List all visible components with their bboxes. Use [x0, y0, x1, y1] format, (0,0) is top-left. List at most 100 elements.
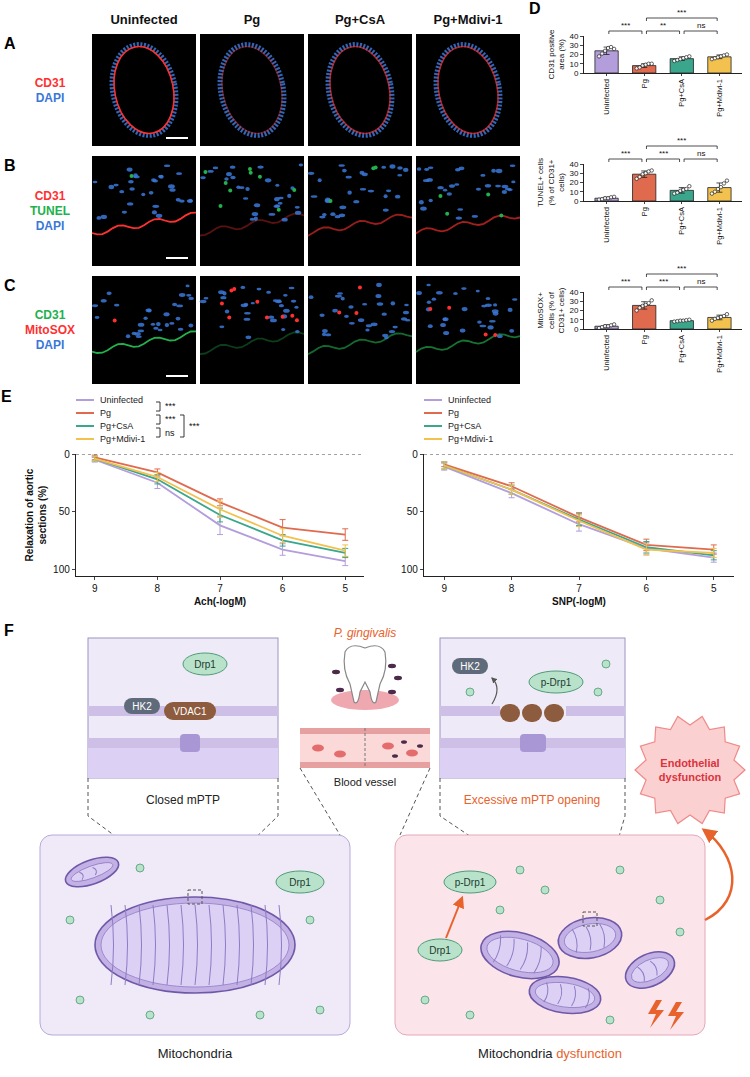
svg-text:8: 8 [509, 583, 515, 594]
svg-text:Mitochondria: Mitochondria [158, 1046, 233, 1061]
svg-text:CD31: CD31 [35, 76, 66, 90]
svg-text:6: 6 [280, 583, 286, 594]
svg-text:Pg+CsA: Pg+CsA [448, 421, 481, 431]
svg-text:9: 9 [441, 583, 447, 594]
svg-text:Closed mPTP: Closed mPTP [146, 793, 220, 807]
svg-text:DAPI: DAPI [36, 91, 65, 105]
svg-text:30: 30 [569, 169, 578, 178]
svg-text:MitoSOX: MitoSOX [25, 323, 75, 337]
svg-text:Pg+CsA: Pg+CsA [677, 207, 686, 235]
svg-text:**: ** [660, 21, 666, 30]
svg-text:Pg+CsA: Pg+CsA [677, 79, 686, 107]
svg-text:Drp1: Drp1 [194, 659, 216, 670]
svg-text:***: *** [677, 136, 686, 145]
svg-text:0: 0 [412, 449, 418, 460]
svg-text:A: A [4, 35, 16, 52]
svg-text:***: *** [677, 264, 686, 273]
svg-text:MitoSOX+cells (% ofCD31+ cells: MitoSOX+cells (% ofCD31+ cells) [536, 287, 566, 333]
svg-text:DAPI: DAPI [36, 338, 65, 352]
svg-text:CD31: CD31 [35, 308, 66, 322]
svg-text:10: 10 [569, 188, 578, 197]
svg-text:Relaxation of aorticsections (: Relaxation of aorticsections (%) [24, 468, 48, 561]
svg-text:9: 9 [92, 583, 98, 594]
svg-text:Uninfected: Uninfected [602, 335, 611, 371]
svg-text:5: 5 [342, 583, 348, 594]
svg-text:Uninfected: Uninfected [110, 12, 177, 27]
svg-text:Pg+Mdivi-1: Pg+Mdivi-1 [715, 335, 724, 373]
svg-text:***: *** [165, 414, 176, 424]
svg-text:40: 40 [569, 32, 578, 41]
svg-text:Pg: Pg [100, 408, 111, 418]
svg-text:Pg+CsA: Pg+CsA [335, 12, 386, 27]
svg-text:***: *** [165, 401, 176, 411]
svg-text:0: 0 [64, 449, 70, 460]
svg-text:D: D [529, 0, 541, 17]
svg-text:Pg: Pg [640, 335, 649, 344]
svg-text:100: 100 [53, 564, 70, 575]
svg-text:***: *** [621, 149, 630, 158]
svg-text:P. gingivalis: P. gingivalis [334, 626, 396, 640]
svg-text:20: 20 [569, 178, 578, 187]
svg-text:6: 6 [644, 583, 650, 594]
svg-text:Blood vessel: Blood vessel [334, 776, 396, 788]
svg-text:Mitochondria dysfunction: Mitochondria dysfunction [478, 1046, 622, 1061]
svg-text:Pg: Pg [448, 408, 459, 418]
svg-text:***: *** [621, 277, 630, 286]
svg-text:20: 20 [569, 50, 578, 59]
svg-text:100: 100 [401, 564, 418, 575]
svg-text:TUNEL+ cells(% of CD31+cells): TUNEL+ cells(% of CD31+cells) [536, 158, 566, 207]
svg-text:Pg+CsA: Pg+CsA [100, 421, 133, 431]
svg-text:Pg: Pg [244, 12, 261, 27]
svg-text:HK2: HK2 [460, 661, 480, 672]
svg-text:***: *** [677, 8, 686, 17]
svg-text:***: *** [621, 21, 630, 30]
svg-text:Ach(-logM): Ach(-logM) [194, 596, 246, 607]
svg-text:8: 8 [155, 583, 161, 594]
svg-text:CD31: CD31 [35, 189, 66, 203]
svg-text:Pg+Mdivi-1: Pg+Mdivi-1 [100, 434, 145, 444]
svg-text:ns: ns [697, 277, 705, 286]
svg-text:ns: ns [165, 428, 175, 438]
svg-text:p-Drp1: p-Drp1 [541, 677, 572, 688]
svg-text:C: C [4, 277, 16, 294]
svg-text:30: 30 [569, 297, 578, 306]
svg-text:CD31 positivearea (%): CD31 positivearea (%) [547, 29, 566, 79]
svg-text:0: 0 [574, 197, 579, 206]
svg-text:Pg: Pg [640, 79, 649, 88]
svg-text:0: 0 [574, 69, 579, 78]
svg-text:Uninfected: Uninfected [602, 207, 611, 243]
svg-text:Uninfected: Uninfected [448, 395, 491, 405]
svg-text:Drp1: Drp1 [289, 877, 311, 888]
svg-text:10: 10 [569, 60, 578, 69]
svg-text:TUNEL: TUNEL [30, 204, 70, 218]
svg-text:DAPI: DAPI [36, 219, 65, 233]
svg-text:ns: ns [697, 21, 705, 30]
svg-text:Endothelial: Endothelial [660, 757, 719, 769]
svg-text:Pg+Mdivi-1: Pg+Mdivi-1 [448, 434, 493, 444]
svg-text:Uninfected: Uninfected [602, 79, 611, 115]
svg-text:E: E [1, 388, 12, 405]
svg-text:p-Drp1: p-Drp1 [455, 877, 486, 888]
svg-text:30: 30 [569, 41, 578, 50]
svg-text:Pg+Mdivi-1: Pg+Mdivi-1 [434, 12, 503, 27]
svg-text:Drp1: Drp1 [429, 945, 451, 956]
svg-text:20: 20 [569, 306, 578, 315]
svg-text:40: 40 [569, 160, 578, 169]
svg-text:***: *** [659, 277, 668, 286]
svg-text:5: 5 [711, 583, 717, 594]
svg-text:Pg+CsA: Pg+CsA [677, 335, 686, 363]
svg-text:Pg+Mdivi-1: Pg+Mdivi-1 [715, 207, 724, 245]
svg-text:ns: ns [697, 149, 705, 158]
svg-text:Pg: Pg [640, 207, 649, 216]
svg-text:50: 50 [407, 506, 419, 517]
svg-text:***: *** [189, 421, 200, 431]
svg-text:40: 40 [569, 288, 578, 297]
svg-text:Uninfected: Uninfected [100, 395, 143, 405]
svg-text:7: 7 [217, 583, 223, 594]
svg-text:B: B [4, 157, 16, 174]
svg-text:0: 0 [574, 325, 579, 334]
svg-text:SNP(-logM): SNP(-logM) [552, 596, 606, 607]
svg-text:VDAC1: VDAC1 [173, 706, 207, 717]
svg-text:7: 7 [576, 583, 582, 594]
svg-text:HK2: HK2 [132, 701, 152, 712]
